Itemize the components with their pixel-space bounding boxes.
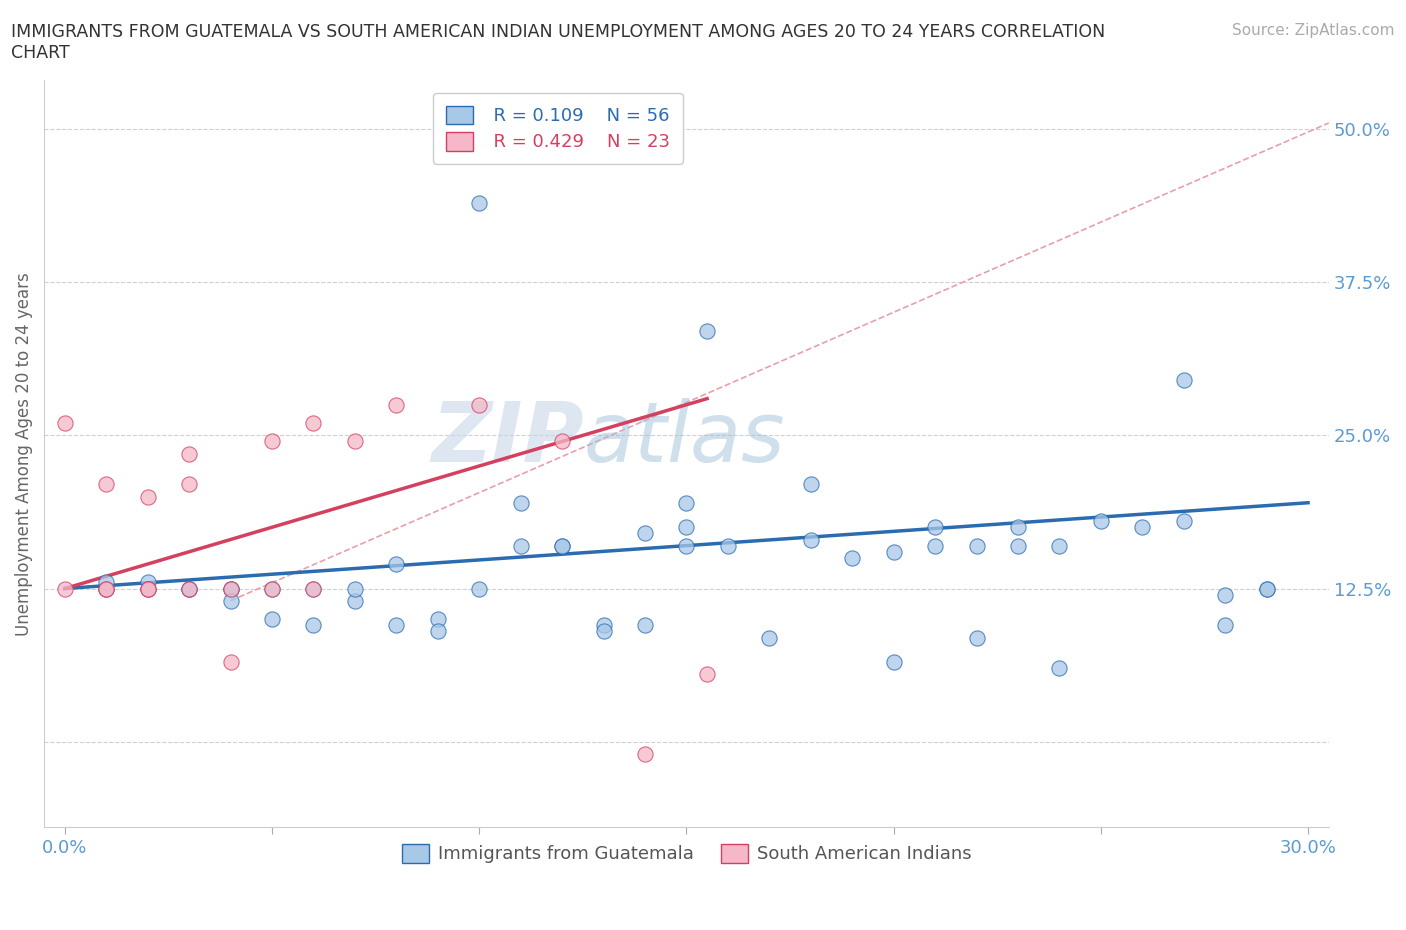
Point: [426, 624, 449, 639]
Point: [53, 416, 76, 431]
Point: [841, 551, 863, 565]
Point: [385, 397, 408, 412]
Point: [551, 538, 574, 553]
Point: [96, 581, 118, 596]
Point: [509, 496, 531, 511]
Point: [302, 618, 325, 632]
Point: [696, 667, 718, 682]
Point: [634, 618, 657, 632]
Point: [966, 538, 988, 553]
Point: [302, 581, 325, 596]
Point: [260, 581, 283, 596]
Text: atlas: atlas: [583, 398, 786, 479]
Point: [96, 477, 118, 492]
Point: [96, 581, 118, 596]
Point: [260, 434, 283, 449]
Point: [96, 575, 118, 590]
Point: [343, 581, 366, 596]
Legend: Immigrants from Guatemala, South American Indians: Immigrants from Guatemala, South America…: [394, 837, 979, 870]
Point: [1007, 520, 1029, 535]
Point: [1256, 581, 1278, 596]
Text: IMMIGRANTS FROM GUATEMALA VS SOUTH AMERICAN INDIAN UNEMPLOYMENT AMONG AGES 20 TO: IMMIGRANTS FROM GUATEMALA VS SOUTH AMERI…: [11, 23, 1105, 62]
Point: [179, 477, 201, 492]
Point: [924, 520, 946, 535]
Point: [343, 434, 366, 449]
Point: [302, 416, 325, 431]
Point: [1047, 538, 1070, 553]
Point: [800, 532, 823, 547]
Point: [260, 612, 283, 627]
Point: [592, 618, 614, 632]
Point: [758, 630, 780, 644]
Point: [551, 434, 574, 449]
Point: [53, 581, 76, 596]
Point: [219, 581, 242, 596]
Point: [219, 581, 242, 596]
Point: [551, 538, 574, 553]
Point: [634, 526, 657, 541]
Point: [468, 581, 491, 596]
Point: [219, 593, 242, 608]
Point: [385, 556, 408, 571]
Point: [343, 593, 366, 608]
Point: [96, 581, 118, 596]
Point: [1090, 513, 1112, 528]
Text: Source: ZipAtlas.com: Source: ZipAtlas.com: [1232, 23, 1395, 38]
Point: [634, 747, 657, 762]
Point: [468, 397, 491, 412]
Point: [136, 581, 159, 596]
Point: [800, 477, 823, 492]
Point: [136, 489, 159, 504]
Point: [1173, 513, 1195, 528]
Point: [1256, 581, 1278, 596]
Point: [179, 446, 201, 461]
Point: [966, 630, 988, 644]
Point: [302, 581, 325, 596]
Point: [675, 520, 697, 535]
Point: [717, 538, 740, 553]
Point: [1213, 587, 1236, 602]
Point: [924, 538, 946, 553]
Point: [385, 618, 408, 632]
Point: [1047, 660, 1070, 675]
Point: [260, 581, 283, 596]
Point: [136, 575, 159, 590]
Point: [219, 581, 242, 596]
Point: [1130, 520, 1153, 535]
Point: [179, 581, 201, 596]
Point: [136, 581, 159, 596]
Point: [592, 624, 614, 639]
Point: [696, 324, 718, 339]
Point: [179, 581, 201, 596]
Point: [426, 612, 449, 627]
Point: [136, 581, 159, 596]
Point: [1007, 538, 1029, 553]
Point: [1173, 373, 1195, 388]
Point: [219, 655, 242, 670]
Point: [675, 496, 697, 511]
Point: [675, 538, 697, 553]
Point: [883, 655, 905, 670]
Point: [509, 538, 531, 553]
Point: [179, 581, 201, 596]
Text: ZIP: ZIP: [432, 398, 583, 479]
Point: [1213, 618, 1236, 632]
Point: [468, 195, 491, 210]
Y-axis label: Unemployment Among Ages 20 to 24 years: Unemployment Among Ages 20 to 24 years: [15, 272, 32, 635]
Point: [883, 544, 905, 559]
